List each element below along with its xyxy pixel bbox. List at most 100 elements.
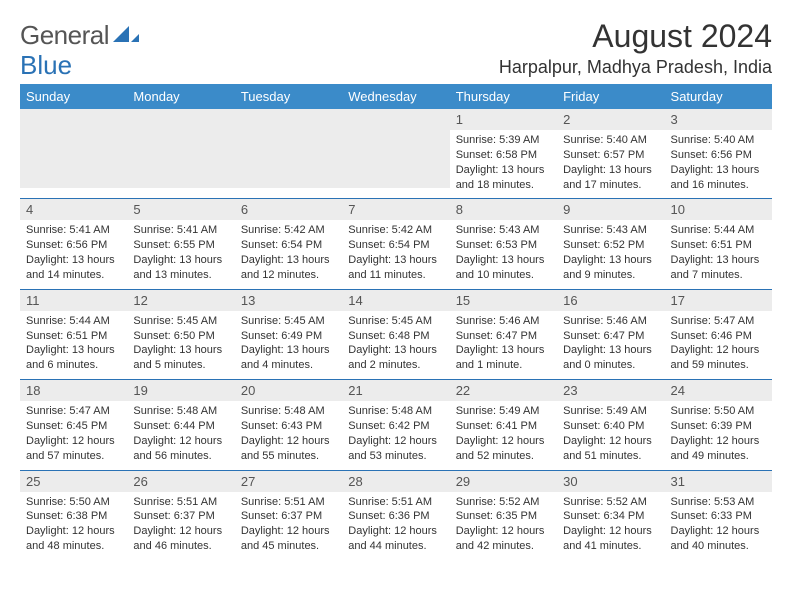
day-number: 13 [235,290,342,311]
sunset-text: Sunset: 6:54 PM [241,238,336,253]
day-cell: 31Sunrise: 5:53 AMSunset: 6:33 PMDayligh… [665,470,772,560]
day-cell: 20Sunrise: 5:48 AMSunset: 6:43 PMDayligh… [235,380,342,470]
day-info [20,130,127,188]
day-number: 1 [450,109,557,130]
daylight-text: Daylight: 12 hours and 49 minutes. [671,434,766,464]
day-cell: 24Sunrise: 5:50 AMSunset: 6:39 PMDayligh… [665,380,772,470]
sunset-text: Sunset: 6:37 PM [133,509,228,524]
brand-line2: Blue [20,50,72,80]
day-info: Sunrise: 5:40 AMSunset: 6:56 PMDaylight:… [665,130,772,198]
day-info [127,130,234,188]
sunset-text: Sunset: 6:51 PM [671,238,766,253]
sunrise-text: Sunrise: 5:46 AM [563,314,658,329]
month-title: August 2024 [499,18,772,55]
day-cell: 11Sunrise: 5:44 AMSunset: 6:51 PMDayligh… [20,289,127,379]
day-info: Sunrise: 5:44 AMSunset: 6:51 PMDaylight:… [665,220,772,288]
week-row: 18Sunrise: 5:47 AMSunset: 6:45 PMDayligh… [20,380,772,470]
day-info: Sunrise: 5:52 AMSunset: 6:35 PMDaylight:… [450,492,557,560]
daylight-text: Daylight: 13 hours and 6 minutes. [26,343,121,373]
day-number: 14 [342,290,449,311]
sunrise-text: Sunrise: 5:41 AM [133,223,228,238]
day-number: 9 [557,199,664,220]
sunrise-text: Sunrise: 5:46 AM [456,314,551,329]
day-number [235,109,342,130]
day-header-row: Sunday Monday Tuesday Wednesday Thursday… [20,84,772,109]
week-row: 25Sunrise: 5:50 AMSunset: 6:38 PMDayligh… [20,470,772,560]
sunset-text: Sunset: 6:43 PM [241,419,336,434]
day-cell: 16Sunrise: 5:46 AMSunset: 6:47 PMDayligh… [557,289,664,379]
day-info: Sunrise: 5:42 AMSunset: 6:54 PMDaylight:… [235,220,342,288]
sunset-text: Sunset: 6:38 PM [26,509,121,524]
sunrise-text: Sunrise: 5:51 AM [348,495,443,510]
daylight-text: Daylight: 12 hours and 55 minutes. [241,434,336,464]
day-number: 7 [342,199,449,220]
day-number: 12 [127,290,234,311]
daylight-text: Daylight: 13 hours and 9 minutes. [563,253,658,283]
day-cell: 17Sunrise: 5:47 AMSunset: 6:46 PMDayligh… [665,289,772,379]
sunset-text: Sunset: 6:41 PM [456,419,551,434]
sunset-text: Sunset: 6:35 PM [456,509,551,524]
day-cell: 22Sunrise: 5:49 AMSunset: 6:41 PMDayligh… [450,380,557,470]
day-cell [127,109,234,199]
day-info: Sunrise: 5:45 AMSunset: 6:50 PMDaylight:… [127,311,234,379]
brand-line1: General [20,20,109,50]
day-cell: 18Sunrise: 5:47 AMSunset: 6:45 PMDayligh… [20,380,127,470]
daylight-text: Daylight: 12 hours and 41 minutes. [563,524,658,554]
sunrise-text: Sunrise: 5:40 AM [563,133,658,148]
daylight-text: Daylight: 12 hours and 44 minutes. [348,524,443,554]
sunrise-text: Sunrise: 5:43 AM [456,223,551,238]
sunset-text: Sunset: 6:53 PM [456,238,551,253]
sunset-text: Sunset: 6:49 PM [241,329,336,344]
sunset-text: Sunset: 6:52 PM [563,238,658,253]
day-info: Sunrise: 5:47 AMSunset: 6:45 PMDaylight:… [20,401,127,469]
daylight-text: Daylight: 13 hours and 18 minutes. [456,163,551,193]
week-row: 11Sunrise: 5:44 AMSunset: 6:51 PMDayligh… [20,289,772,379]
sunrise-text: Sunrise: 5:51 AM [133,495,228,510]
sunset-text: Sunset: 6:48 PM [348,329,443,344]
sunset-text: Sunset: 6:36 PM [348,509,443,524]
day-number: 6 [235,199,342,220]
daylight-text: Daylight: 12 hours and 57 minutes. [26,434,121,464]
sunrise-text: Sunrise: 5:51 AM [241,495,336,510]
sunrise-text: Sunrise: 5:45 AM [348,314,443,329]
sunset-text: Sunset: 6:39 PM [671,419,766,434]
day-cell: 23Sunrise: 5:49 AMSunset: 6:40 PMDayligh… [557,380,664,470]
brand-text: General Blue [20,24,141,77]
calendar-table: Sunday Monday Tuesday Wednesday Thursday… [20,84,772,560]
day-cell: 2Sunrise: 5:40 AMSunset: 6:57 PMDaylight… [557,109,664,199]
day-number: 31 [665,471,772,492]
sunset-text: Sunset: 6:34 PM [563,509,658,524]
day-info: Sunrise: 5:41 AMSunset: 6:56 PMDaylight:… [20,220,127,288]
sunrise-text: Sunrise: 5:39 AM [456,133,551,148]
day-info: Sunrise: 5:51 AMSunset: 6:37 PMDaylight:… [127,492,234,560]
sunrise-text: Sunrise: 5:44 AM [671,223,766,238]
day-number: 26 [127,471,234,492]
sunrise-text: Sunrise: 5:44 AM [26,314,121,329]
week-row: 1Sunrise: 5:39 AMSunset: 6:58 PMDaylight… [20,109,772,199]
sunrise-text: Sunrise: 5:42 AM [348,223,443,238]
day-number: 30 [557,471,664,492]
day-header: Monday [127,84,234,109]
day-cell: 6Sunrise: 5:42 AMSunset: 6:54 PMDaylight… [235,199,342,289]
daylight-text: Daylight: 13 hours and 17 minutes. [563,163,658,193]
day-info: Sunrise: 5:41 AMSunset: 6:55 PMDaylight:… [127,220,234,288]
daylight-text: Daylight: 12 hours and 51 minutes. [563,434,658,464]
sail-icon [111,24,141,44]
day-cell: 26Sunrise: 5:51 AMSunset: 6:37 PMDayligh… [127,470,234,560]
daylight-text: Daylight: 13 hours and 10 minutes. [456,253,551,283]
day-cell [235,109,342,199]
daylight-text: Daylight: 13 hours and 11 minutes. [348,253,443,283]
sunset-text: Sunset: 6:44 PM [133,419,228,434]
sunrise-text: Sunrise: 5:49 AM [456,404,551,419]
day-info: Sunrise: 5:50 AMSunset: 6:39 PMDaylight:… [665,401,772,469]
daylight-text: Daylight: 12 hours and 53 minutes. [348,434,443,464]
day-number: 11 [20,290,127,311]
day-number: 29 [450,471,557,492]
day-cell: 1Sunrise: 5:39 AMSunset: 6:58 PMDaylight… [450,109,557,199]
day-number [342,109,449,130]
sunrise-text: Sunrise: 5:42 AM [241,223,336,238]
day-number: 3 [665,109,772,130]
day-cell: 14Sunrise: 5:45 AMSunset: 6:48 PMDayligh… [342,289,449,379]
day-info: Sunrise: 5:47 AMSunset: 6:46 PMDaylight:… [665,311,772,379]
day-header: Tuesday [235,84,342,109]
